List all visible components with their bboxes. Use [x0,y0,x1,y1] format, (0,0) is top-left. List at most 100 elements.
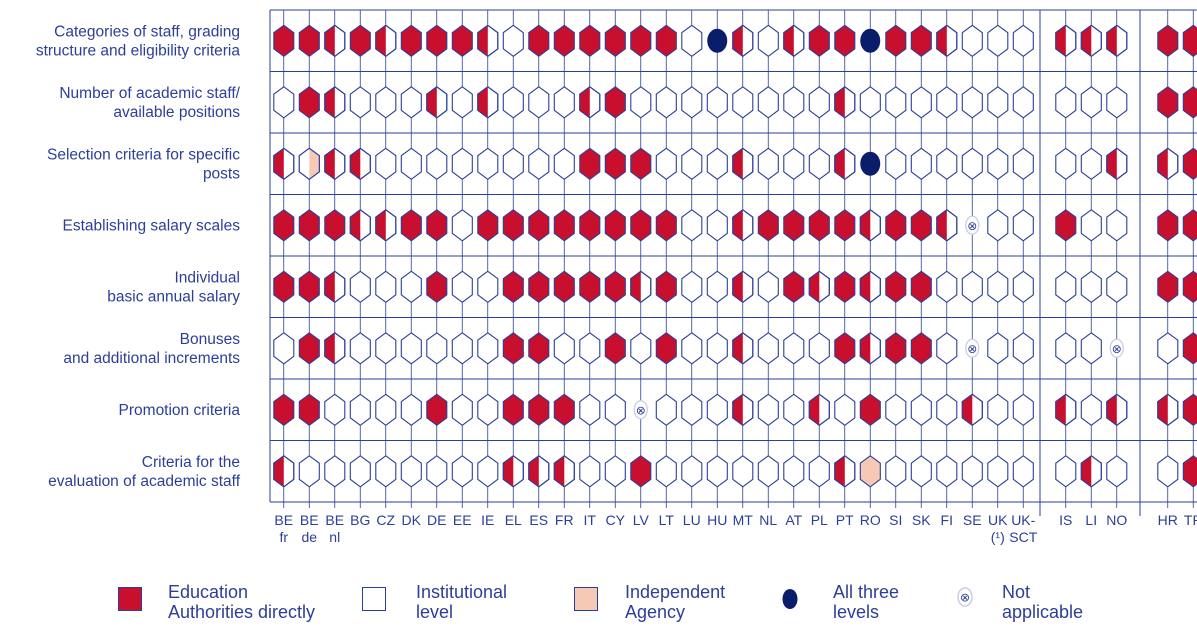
hexagon [298,209,320,242]
cell [681,393,703,426]
hexagon [706,332,728,365]
hexagon [502,209,524,242]
cell [528,24,550,57]
hexagon-half [732,271,743,303]
hexagon-half [860,332,871,364]
cell [553,393,575,426]
cell [349,455,371,488]
hexagon [1055,147,1077,180]
hexagon [604,270,626,303]
hexagon [451,270,473,303]
all-three-dot [707,28,728,53]
cell [706,147,728,180]
hexagon [630,455,652,488]
hexagon [732,86,754,119]
cell [324,209,346,242]
hexagon [553,24,575,57]
hexagon [936,147,958,180]
cell [834,209,856,242]
cell [400,455,422,488]
hexagon [426,147,448,180]
legend-label-line: applicable [1002,602,1084,622]
cell [859,270,881,303]
cell [707,28,728,53]
column-label: PT [836,512,854,528]
hexagon [1012,270,1034,303]
column-label: NO [1106,512,1127,528]
cell [860,151,881,176]
cell [451,147,473,180]
cell [1055,24,1077,57]
hexagon [400,393,422,426]
cell [961,270,983,303]
hexagon [655,86,677,119]
column-label: FI [941,512,953,528]
hexagon-outline [936,209,958,242]
hexagon-half [273,148,284,180]
hexagon [987,86,1009,119]
not-applicable-glyph: ⊗ [967,342,977,356]
cell [910,209,932,242]
hexagon [477,393,499,426]
governance-matrix-chart: Categories of staff, grading structure an… [36,9,1197,545]
cell [834,24,856,57]
column-label: IS [1059,512,1072,528]
cell [885,24,907,57]
cell [808,332,830,365]
cell [834,455,856,488]
hexagon [1012,209,1034,242]
hexagon-half [732,25,743,57]
hexagon [273,209,295,242]
hexagon-outline [528,455,550,488]
cell [426,332,448,365]
hexagon [477,332,499,365]
hexagon [451,332,473,365]
column-label: EL [505,512,522,528]
column-label: de [301,529,317,545]
cell [553,209,575,242]
hexagon [375,147,397,180]
hexagon [400,209,422,242]
column-label: SK [912,512,931,528]
cell [349,24,371,57]
cell [1157,209,1179,242]
hexagon [553,393,575,426]
hexagon [553,147,575,180]
cell [681,270,703,303]
hexagon [655,24,677,57]
hexagon-half [732,148,743,180]
cell [987,86,1009,119]
column-label: MT [733,512,754,528]
hexagon [987,209,1009,242]
cells: ⊗ ⊗ ⊗ ⊗ [273,24,1197,488]
cell [1055,393,1077,426]
column-label: fr [279,529,288,545]
hexagon [451,455,473,488]
cell [936,332,958,365]
legend-label-line: Institutional [416,582,508,602]
grid [269,9,1197,516]
cell [477,393,499,426]
cell [451,455,473,488]
column-label: TR [1184,512,1197,528]
column-label: DK [402,512,422,528]
hexagon [757,332,779,365]
hexagon-outline [834,455,856,488]
hexagon [757,393,779,426]
not-applicable-glyph: ⊗ [636,403,646,417]
cell [298,147,320,180]
hexagon [604,455,626,488]
hexagon [808,86,830,119]
cell [757,147,779,180]
column-label: PL [811,512,828,528]
hexagon [1080,332,1102,365]
hexagon [630,209,652,242]
hexagon [426,270,448,303]
hexagon [655,209,677,242]
cell [477,270,499,303]
cell [604,332,626,365]
hexagon [808,209,830,242]
hexagon [987,393,1009,426]
cell [885,86,907,119]
cell [834,86,856,119]
